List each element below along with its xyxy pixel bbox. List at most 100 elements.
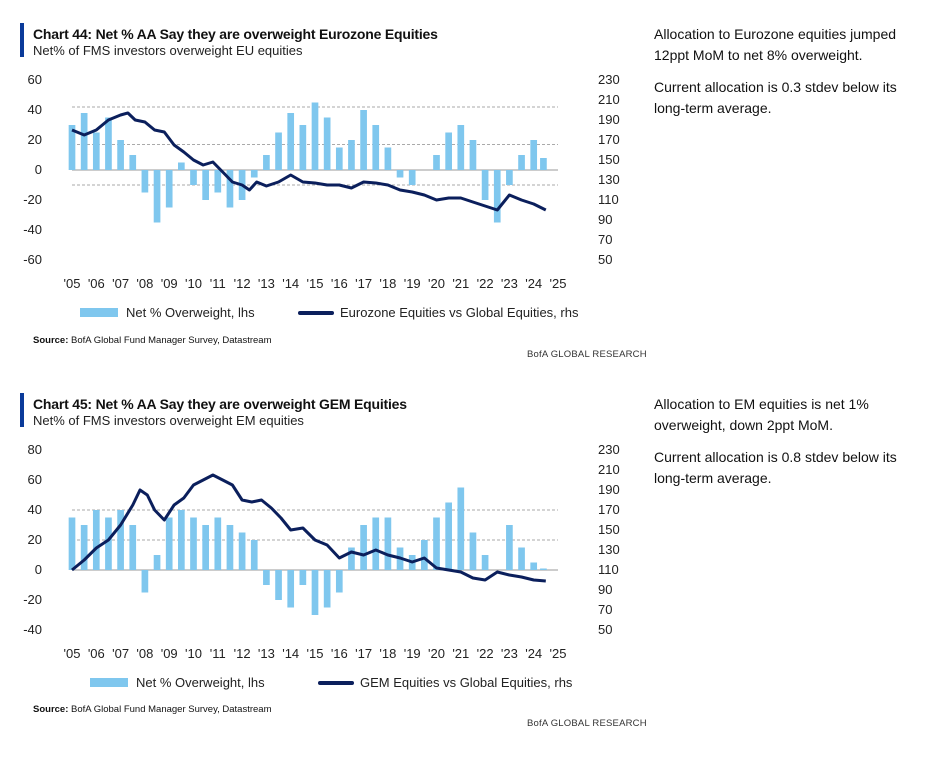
bar xyxy=(153,170,161,223)
chart-subtitle: Net% of FMS investors overweight EM equi… xyxy=(33,413,304,428)
legend-bar-swatch xyxy=(80,308,118,317)
bar xyxy=(226,525,234,570)
x-tick: '06 xyxy=(88,646,105,661)
y-tick-left: -40 xyxy=(23,222,42,237)
y-tick-left: 20 xyxy=(28,532,42,547)
bar xyxy=(178,162,185,170)
x-tick: '19 xyxy=(404,646,421,661)
y-tick-right: 110 xyxy=(598,562,619,577)
bar xyxy=(202,170,209,200)
x-tick: '08 xyxy=(136,276,153,291)
y-tick-right: 190 xyxy=(598,112,620,127)
x-tick: '21 xyxy=(452,646,469,661)
bar xyxy=(92,132,100,170)
bar xyxy=(421,540,428,570)
x-tick: '08 xyxy=(136,646,153,661)
y-tick-left: -60 xyxy=(23,252,42,267)
bar xyxy=(506,525,513,570)
bar xyxy=(518,547,525,570)
x-tick: '16 xyxy=(331,276,348,291)
bar xyxy=(178,510,185,570)
bar xyxy=(165,517,173,570)
x-tick: '07 xyxy=(112,276,129,291)
x-tick: '11 xyxy=(210,646,226,661)
y-tick-left: 0 xyxy=(35,162,42,177)
x-tick: '15 xyxy=(307,276,324,291)
bar xyxy=(238,532,246,570)
y-tick-right: 110 xyxy=(598,192,619,207)
y-tick-left: -20 xyxy=(23,592,42,607)
source-note: Source: BofA Global Fund Manager Survey,… xyxy=(33,335,272,346)
legend-bar-entry: Net % Overweight, lhs xyxy=(80,305,255,320)
bar xyxy=(360,525,367,570)
y-tick-right: 190 xyxy=(598,482,620,497)
y-tick-left: 60 xyxy=(28,472,42,487)
chart-title: Chart 44: Net % AA Say they are overweig… xyxy=(33,26,438,42)
legend-line-entry: Eurozone Equities vs Global Equities, rh… xyxy=(298,305,578,320)
x-tick: '05 xyxy=(64,646,81,661)
bar xyxy=(335,570,343,593)
x-tick: '17 xyxy=(355,646,372,661)
chart-title: Chart 45: Net % AA Say they are overweig… xyxy=(33,396,407,412)
bar xyxy=(214,170,222,193)
bar xyxy=(481,555,489,570)
chart-45-panel: Chart 45: Net % AA Say they are overweig… xyxy=(0,370,936,757)
bar xyxy=(518,155,525,170)
x-tick: '11 xyxy=(210,276,226,291)
x-tick: '23 xyxy=(501,646,518,661)
bar xyxy=(540,568,547,570)
title-accent-bar xyxy=(20,393,24,427)
bar xyxy=(226,170,234,208)
brand-label: BofA GLOBAL RESEARCH xyxy=(527,349,647,360)
bar xyxy=(396,170,404,178)
bar xyxy=(372,517,380,570)
bar xyxy=(129,525,137,570)
commentary-1: Allocation to Eurozone equities jumped 1… xyxy=(654,26,897,63)
y-tick-right: 150 xyxy=(598,522,620,537)
chart-45-plot: 80 60 40 20 0 -20 -40 230 210 190 170 150 130 110 90 70… xyxy=(23,442,620,661)
bar xyxy=(530,140,538,170)
bar xyxy=(481,170,489,200)
y-tick-right: 170 xyxy=(598,502,620,517)
x-tick: '25 xyxy=(550,276,567,291)
bar xyxy=(68,125,76,170)
bar xyxy=(323,117,331,170)
bar xyxy=(105,117,112,170)
legend-bar-label: Net % Overweight, lhs xyxy=(136,675,265,690)
y-tick-right: 130 xyxy=(598,542,620,557)
source-text: BofA Global Fund Manager Survey, Datastr… xyxy=(71,704,272,715)
commentary-2: Current allocation is 0.8 stdev below it… xyxy=(654,449,897,486)
bar xyxy=(129,155,137,170)
bar xyxy=(445,502,452,570)
bar xyxy=(263,155,270,170)
y-tick-right: 210 xyxy=(598,462,620,477)
bar xyxy=(287,570,295,608)
commentary-2: Current allocation is 0.3 stdev below it… xyxy=(654,79,897,116)
bar xyxy=(250,540,258,570)
x-tick: '22 xyxy=(477,276,494,291)
y-tick-right: 210 xyxy=(598,92,620,107)
y-tick-right: 170 xyxy=(598,132,620,147)
x-tick: '21 xyxy=(452,276,469,291)
bar xyxy=(372,125,380,170)
x-tick: '18 xyxy=(379,276,396,291)
bar xyxy=(299,570,307,585)
source-label: Source: xyxy=(33,335,69,346)
bar xyxy=(506,170,513,185)
y-tick-left: 40 xyxy=(28,102,42,117)
bar xyxy=(384,147,392,170)
bar xyxy=(348,547,355,570)
bar xyxy=(287,113,295,170)
y-tick-left: -40 xyxy=(23,622,42,637)
bar xyxy=(263,570,270,585)
x-tick: '17 xyxy=(355,276,372,291)
bar xyxy=(275,570,282,600)
bar xyxy=(457,487,465,570)
source-text: BofA Global Fund Manager Survey, Datastr… xyxy=(71,335,272,346)
bar xyxy=(311,570,319,615)
bar xyxy=(299,125,307,170)
y-tick-left: -20 xyxy=(23,192,42,207)
bar xyxy=(469,140,477,170)
chart-44-panel: Chart 44: Net % AA Say they are overweig… xyxy=(0,0,936,378)
bar xyxy=(493,170,501,223)
